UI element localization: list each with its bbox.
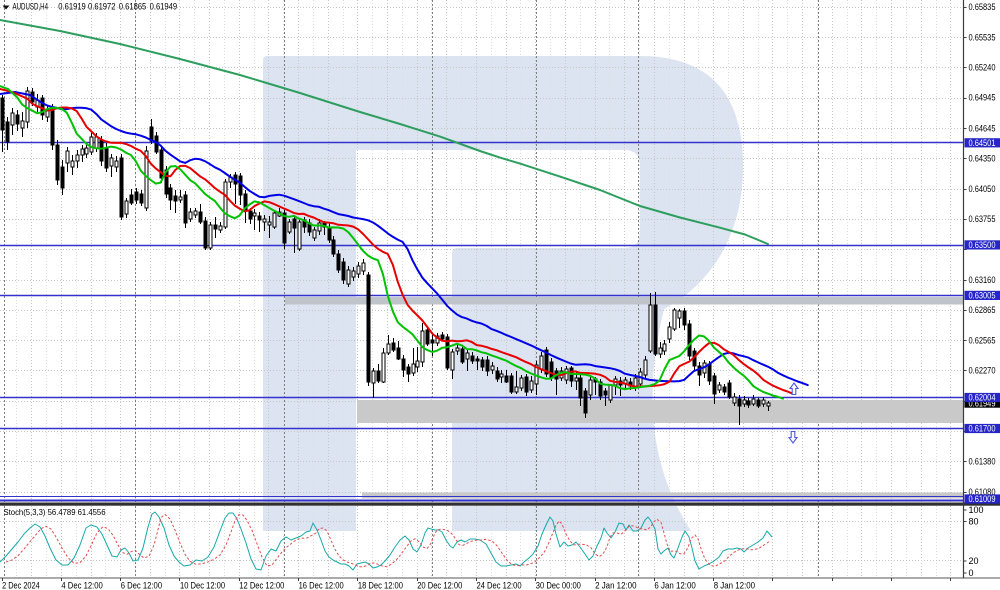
svg-text:18 Dec 12:00: 18 Dec 12:00 bbox=[358, 581, 403, 590]
svg-text:0.62865: 0.62865 bbox=[969, 305, 996, 315]
svg-text:10 Dec 12:00: 10 Dec 12:00 bbox=[180, 581, 225, 590]
svg-text:20: 20 bbox=[969, 556, 979, 566]
svg-text:6 Jan 12:00: 6 Jan 12:00 bbox=[654, 581, 695, 590]
svg-text:0.64501: 0.64501 bbox=[969, 138, 996, 148]
svg-text:0.61865: 0.61865 bbox=[119, 2, 147, 12]
svg-text:0.65535: 0.65535 bbox=[969, 33, 996, 43]
svg-text:0.61919: 0.61919 bbox=[58, 2, 86, 12]
svg-text:2 Dec 2024: 2 Dec 2024 bbox=[2, 581, 40, 590]
svg-text:0.61700: 0.61700 bbox=[969, 424, 996, 434]
svg-text:0.62004: 0.62004 bbox=[969, 393, 996, 403]
svg-text:0.64645: 0.64645 bbox=[969, 123, 996, 133]
svg-text:0.61949: 0.61949 bbox=[150, 2, 178, 12]
svg-text:0.65240: 0.65240 bbox=[969, 63, 996, 73]
svg-text:16 Dec 12:00: 16 Dec 12:00 bbox=[299, 581, 344, 590]
svg-text:20 Dec 12:00: 20 Dec 12:00 bbox=[417, 581, 462, 590]
svg-text:0.62565: 0.62565 bbox=[969, 335, 996, 345]
svg-text:0.64945: 0.64945 bbox=[969, 93, 996, 103]
svg-text:8 Jan 12:00: 8 Jan 12:00 bbox=[714, 581, 755, 590]
svg-text:4 Dec 12:00: 4 Dec 12:00 bbox=[61, 581, 102, 590]
svg-text:0.61080: 0.61080 bbox=[969, 487, 996, 497]
svg-text:0.65835: 0.65835 bbox=[969, 2, 996, 12]
svg-text:2 Jan 12:00: 2 Jan 12:00 bbox=[595, 581, 636, 590]
svg-text:0: 0 bbox=[969, 568, 974, 578]
svg-text:0.61949: 0.61949 bbox=[969, 398, 996, 408]
svg-text:80: 80 bbox=[969, 517, 979, 527]
svg-text:0.64350: 0.64350 bbox=[969, 153, 996, 163]
svg-text:100: 100 bbox=[969, 505, 984, 515]
svg-text:12 Dec 12:00: 12 Dec 12:00 bbox=[239, 581, 284, 590]
svg-text:0.64050: 0.64050 bbox=[969, 184, 996, 194]
svg-text:0.63005: 0.63005 bbox=[969, 291, 996, 301]
svg-text:Stoch(5,3,3) 56.4789 61.4556: Stoch(5,3,3) 56.4789 61.4556 bbox=[4, 507, 106, 517]
svg-text:30 Dec 00:00: 30 Dec 00:00 bbox=[536, 581, 581, 590]
svg-text:0.61972: 0.61972 bbox=[88, 2, 116, 12]
svg-text:AUDUSD,H4: AUDUSD,H4 bbox=[13, 2, 49, 12]
svg-text:0.61009: 0.61009 bbox=[969, 494, 996, 504]
svg-text:0.62270: 0.62270 bbox=[969, 366, 996, 376]
svg-text:0.63160: 0.63160 bbox=[969, 275, 996, 285]
svg-text:0.61380: 0.61380 bbox=[969, 456, 996, 466]
svg-text:6 Dec 12:00: 6 Dec 12:00 bbox=[121, 581, 162, 590]
svg-text:0.63500: 0.63500 bbox=[969, 240, 996, 250]
svg-text:24 Dec 12:00: 24 Dec 12:00 bbox=[477, 581, 522, 590]
svg-text:0.63755: 0.63755 bbox=[969, 214, 996, 224]
